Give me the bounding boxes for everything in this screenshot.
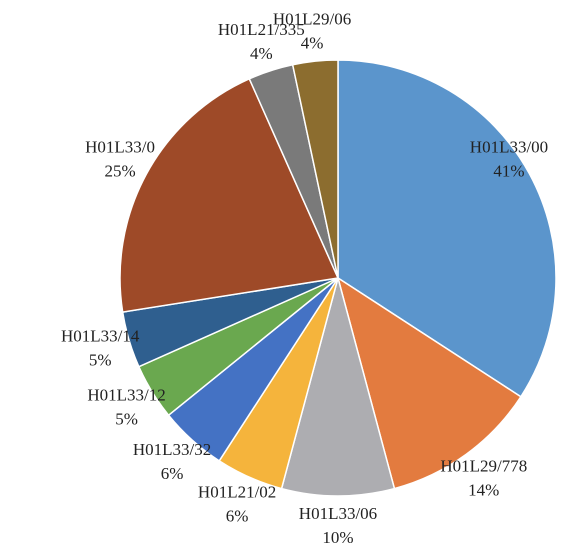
pie-slice <box>336 276 522 490</box>
slice-value-label: 10% <box>322 528 353 547</box>
slice-value-label: 25% <box>104 162 135 181</box>
slice-label: H01L29/778 <box>440 457 527 476</box>
slice-label: H01L33/14 <box>61 326 140 345</box>
slice-value-label: 5% <box>115 409 138 428</box>
slice-value-label: 6% <box>226 506 249 525</box>
pie-slice <box>280 275 396 497</box>
slice-label: H01L29/06 <box>273 9 351 28</box>
slice-value-label: 4% <box>301 33 324 52</box>
slice-value-label: 4% <box>250 44 273 63</box>
slice-label: H01L21/335 <box>218 20 305 39</box>
slice-value-label: 5% <box>89 350 112 369</box>
slice-value-label: 14% <box>468 481 499 500</box>
slice-label: H01L21/02 <box>198 482 276 501</box>
slice-label: H01L33/12 <box>87 385 165 404</box>
slice-label: H01L33/32 <box>133 440 211 459</box>
slice-label: H01L33/0 <box>85 138 155 157</box>
pie-slice <box>291 59 339 279</box>
slice-value-label: 6% <box>161 464 184 483</box>
slice-label: H01L33/06 <box>299 504 377 523</box>
pie-slice <box>119 77 340 313</box>
slice-label: H01L33/00 <box>470 138 548 157</box>
slice-value-label: 41% <box>493 162 524 181</box>
